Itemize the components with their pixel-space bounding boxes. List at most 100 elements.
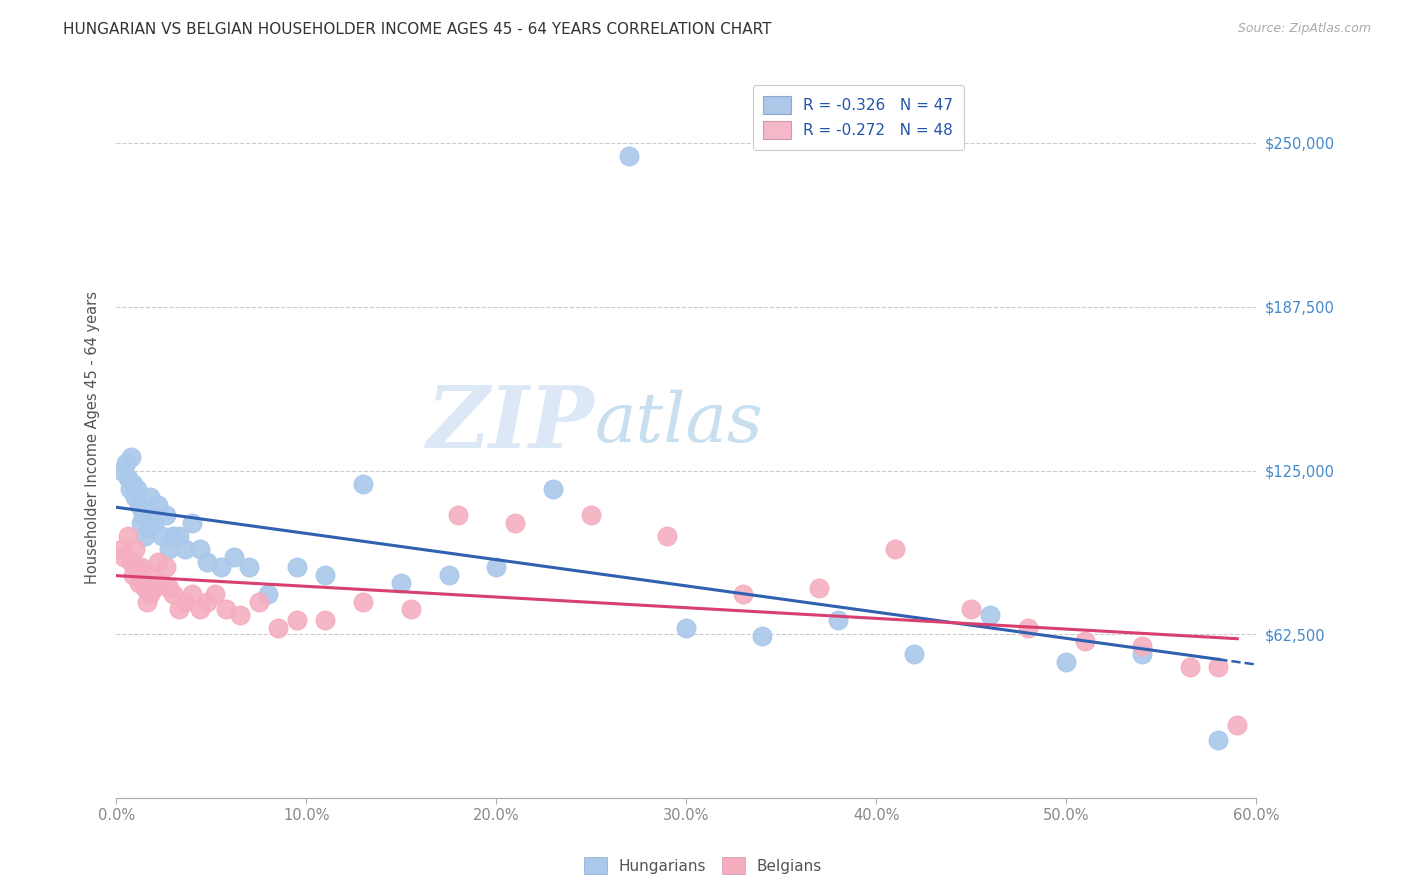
Point [188, 542, 211, 557]
Point [267, 621, 290, 635]
Point [141, 508, 163, 522]
Legend: R = -0.326   N = 47, R = -0.272   N = 48: R = -0.326 N = 47, R = -0.272 N = 48 [752, 85, 963, 150]
Text: ZIP: ZIP [427, 382, 595, 465]
Point [827, 613, 849, 627]
Point [138, 521, 160, 535]
Point [134, 529, 156, 543]
Point [114, 456, 136, 470]
Point [118, 482, 141, 496]
Point [581, 508, 603, 522]
Y-axis label: Householder Income Ages 45 - 64 years: Householder Income Ages 45 - 64 years [86, 292, 100, 584]
Point [657, 529, 679, 543]
Point [733, 587, 755, 601]
Point [122, 476, 145, 491]
Point [121, 555, 143, 569]
Point [285, 560, 308, 574]
Point [150, 529, 173, 543]
Point [139, 490, 162, 504]
Point [135, 503, 157, 517]
Point [124, 542, 146, 557]
Point [1017, 621, 1039, 635]
Point [173, 542, 195, 557]
Point [167, 602, 190, 616]
Point [162, 529, 184, 543]
Point [112, 549, 135, 564]
Point [128, 498, 150, 512]
Point [447, 508, 470, 522]
Point [1178, 660, 1201, 674]
Point [751, 629, 773, 643]
Point [167, 529, 190, 543]
Point [159, 542, 181, 557]
Point [146, 498, 169, 512]
Point [314, 613, 336, 627]
Point [122, 568, 145, 582]
Point [181, 587, 204, 601]
Point [127, 482, 149, 496]
Point [960, 602, 983, 616]
Point [979, 607, 1001, 622]
Point [129, 560, 152, 574]
Point [127, 560, 149, 574]
Point [884, 542, 907, 557]
Point [1208, 733, 1230, 747]
Point [1074, 633, 1097, 648]
Point [238, 560, 260, 574]
Point [188, 602, 211, 616]
Point [139, 587, 162, 601]
Point [173, 594, 195, 608]
Point [675, 621, 697, 635]
Point [121, 450, 143, 465]
Legend: Hungarians, Belgians: Hungarians, Belgians [578, 851, 828, 880]
Point [209, 560, 232, 574]
Point [146, 555, 169, 569]
Point [197, 555, 219, 569]
Point [1054, 655, 1077, 669]
Point [128, 576, 150, 591]
Point [143, 582, 166, 596]
Point [1226, 717, 1249, 731]
Point [399, 602, 422, 616]
Point [135, 594, 157, 608]
Point [129, 516, 152, 530]
Point [117, 471, 139, 485]
Point [124, 490, 146, 504]
Point [352, 594, 374, 608]
Point [111, 542, 134, 557]
Point [485, 560, 508, 574]
Point [229, 607, 252, 622]
Point [389, 576, 412, 591]
Point [1130, 647, 1153, 661]
Point [155, 560, 177, 574]
Point [111, 463, 134, 477]
Point [197, 594, 219, 608]
Point [162, 587, 184, 601]
Point [808, 582, 831, 596]
Point [1208, 660, 1230, 674]
Point [352, 476, 374, 491]
Point [141, 568, 163, 582]
Point [285, 613, 308, 627]
Point [247, 594, 270, 608]
Point [181, 516, 204, 530]
Text: Source: ZipAtlas.com: Source: ZipAtlas.com [1237, 22, 1371, 36]
Point [117, 529, 139, 543]
Point [437, 568, 460, 582]
Point [503, 516, 526, 530]
Point [134, 582, 156, 596]
Point [150, 576, 173, 591]
Point [138, 576, 160, 591]
Text: HUNGARIAN VS BELGIAN HOUSEHOLDER INCOME AGES 45 - 64 YEARS CORRELATION CHART: HUNGARIAN VS BELGIAN HOUSEHOLDER INCOME … [63, 22, 772, 37]
Point [143, 516, 166, 530]
Point [222, 549, 245, 564]
Point [1130, 639, 1153, 653]
Point [132, 508, 155, 522]
Point [903, 647, 925, 661]
Point [543, 482, 565, 496]
Point [215, 602, 238, 616]
Text: atlas: atlas [595, 390, 763, 457]
Point [619, 149, 641, 163]
Point [204, 587, 226, 601]
Point [159, 582, 181, 596]
Point [155, 508, 177, 522]
